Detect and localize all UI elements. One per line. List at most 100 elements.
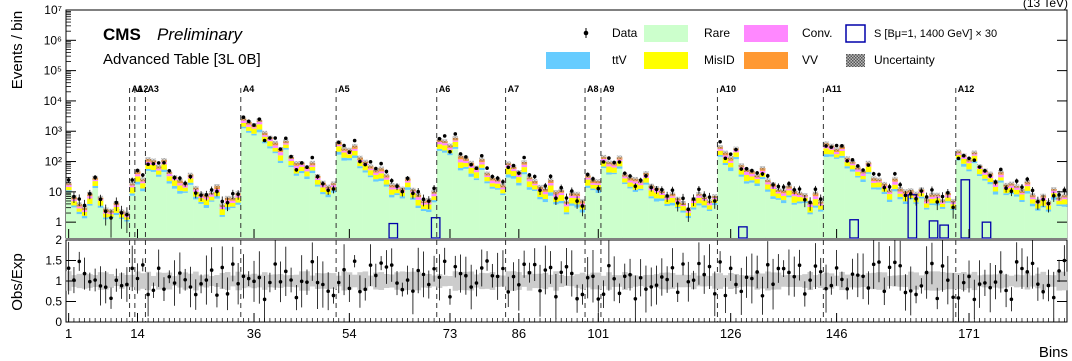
bar-rare-67 <box>415 207 422 238</box>
bar-misid-62 <box>389 189 395 195</box>
signal-bin-166 <box>939 224 950 239</box>
bar-rare-175 <box>987 184 994 238</box>
bar-misid-126 <box>728 162 734 168</box>
stacked-bars <box>66 116 1068 238</box>
y-tick-label-6: 10⁶ <box>44 33 62 47</box>
ratio-band-74 <box>452 271 459 291</box>
data-point-69 <box>427 199 431 203</box>
data-point-184 <box>1036 199 1040 204</box>
bar-misid-33 <box>235 197 242 203</box>
data-point-143 <box>818 197 823 201</box>
bar-misid-42 <box>283 144 289 149</box>
data-point-2 <box>72 194 76 199</box>
ratio-point-172 <box>972 297 977 302</box>
bar-misid-24 <box>187 178 194 183</box>
bar-ttv-105 <box>616 166 623 169</box>
bar-rare-173 <box>976 175 983 238</box>
bar-ttv-173 <box>976 174 983 176</box>
bar-conv-126 <box>728 160 734 163</box>
bar-rare-119 <box>690 209 697 238</box>
data-point-178 <box>1004 186 1008 190</box>
uncertainty-62 <box>389 183 395 187</box>
uncertainty-47 <box>309 160 315 165</box>
bar-rare-14 <box>134 184 141 238</box>
bar-rare-186 <box>1045 211 1052 238</box>
ratio-point-86 <box>517 283 521 287</box>
bar-conv-79 <box>479 162 485 165</box>
bar-conv-181 <box>1019 193 1025 195</box>
data-point-80 <box>485 166 489 170</box>
data-point-173 <box>977 165 982 169</box>
ratio-point-185 <box>1041 289 1045 294</box>
data-point-19 <box>162 160 166 165</box>
bar-ttv-26 <box>198 202 205 204</box>
bar-ttv-134 <box>770 196 777 199</box>
uncertainty-90 <box>537 184 543 189</box>
bar-ttv-27 <box>203 205 210 208</box>
bar-misid-113 <box>659 194 665 199</box>
data-point-167 <box>946 190 950 195</box>
bar-conv-130 <box>749 173 755 177</box>
ratio-point-107 <box>628 272 632 277</box>
bar-misid-56 <box>357 162 363 167</box>
bar-ttv-121 <box>701 205 708 208</box>
ratio-point-36 <box>252 279 256 284</box>
data-point-185 <box>1041 197 1045 202</box>
bar-rare-36 <box>251 135 257 238</box>
bar-ttv-19 <box>161 169 167 172</box>
bar-misid-1 <box>66 186 72 191</box>
bar-misid-88 <box>526 181 533 188</box>
ratio-point-67 <box>416 268 421 273</box>
uncertainty-87 <box>521 160 527 164</box>
bar-ttv-156 <box>886 199 893 203</box>
ratio-point-135 <box>776 266 781 271</box>
ratio-point-146 <box>834 266 839 270</box>
data-point-100 <box>591 177 595 181</box>
ratio-point-71 <box>437 275 442 280</box>
data-point-162 <box>919 189 924 193</box>
data-point-15 <box>141 173 145 177</box>
bar-rare-68 <box>420 211 427 238</box>
bar-misid-107 <box>627 182 634 187</box>
ratio-point-1 <box>66 266 71 270</box>
bar-ttv-145 <box>828 154 835 157</box>
bar-conv-135 <box>775 191 782 194</box>
uncertainty-172 <box>971 150 977 155</box>
bar-misid-96 <box>569 197 575 204</box>
data-point-14 <box>135 168 140 173</box>
bar-conv-76 <box>463 161 469 164</box>
bar-misid-15 <box>140 183 146 189</box>
bar-misid-87 <box>521 167 528 173</box>
bar-ttv-59 <box>373 179 379 182</box>
data-point-46 <box>305 165 309 170</box>
data-point-13 <box>130 178 134 182</box>
bar-conv-74 <box>452 140 459 142</box>
data-point-76 <box>464 155 468 159</box>
bar-rare-150 <box>855 177 861 238</box>
ratio-tick-label-1: 0.5 <box>45 295 62 309</box>
uncertainty-152 <box>865 160 872 165</box>
ratio-band-185 <box>1040 271 1047 291</box>
bar-rare-140 <box>802 202 808 238</box>
bar-conv-22 <box>177 183 183 186</box>
bar-rare-187 <box>1051 199 1057 238</box>
bar-misid-137 <box>786 190 792 196</box>
region-label-A2: A2 <box>137 84 149 94</box>
preliminary-label: Preliminary <box>157 25 244 44</box>
bar-ttv-114 <box>664 203 671 207</box>
ratio-point-160 <box>908 289 913 293</box>
bar-conv-60 <box>378 171 385 174</box>
data-point-105 <box>617 160 622 164</box>
data-point-172 <box>972 158 977 163</box>
ratio-point-24 <box>188 285 193 289</box>
ratio-band-136 <box>781 275 787 287</box>
bar-rare-158 <box>897 199 904 238</box>
bar-misid-34 <box>240 123 247 127</box>
ratio-point-88 <box>527 270 532 275</box>
ratio-point-46 <box>305 280 309 284</box>
ratio-point-176 <box>993 280 998 284</box>
ratio-point-158 <box>898 263 902 268</box>
bar-ttv-135 <box>775 198 782 200</box>
data-point-182 <box>1025 177 1030 181</box>
bar-misid-82 <box>495 183 501 189</box>
